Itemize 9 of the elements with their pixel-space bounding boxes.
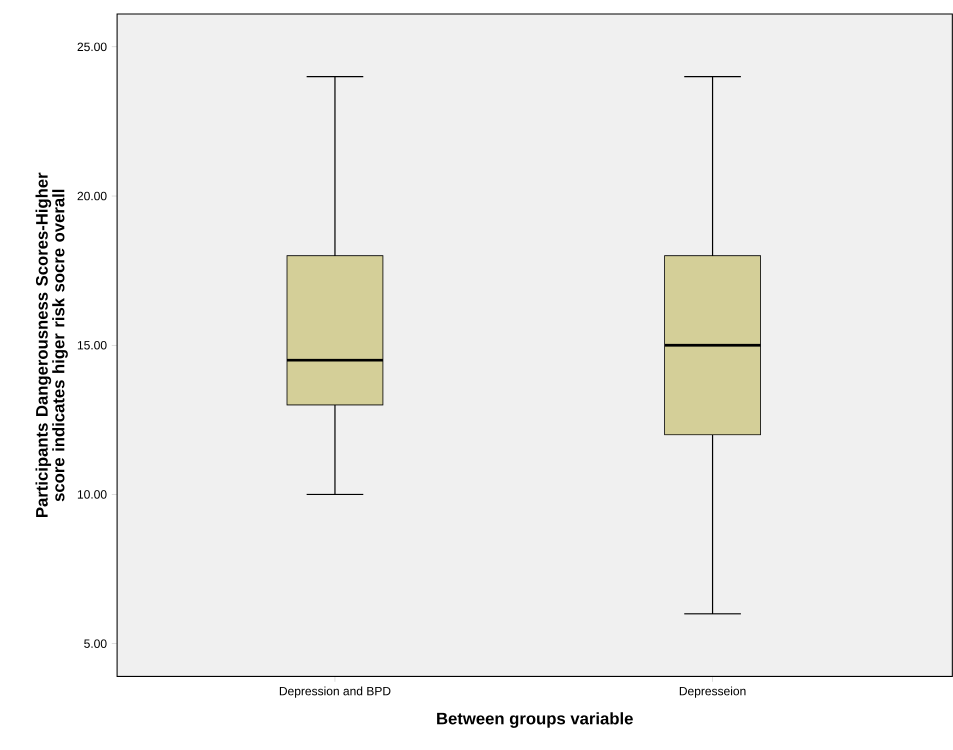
x-axis-title: Between groups variable	[437, 712, 633, 728]
y-tick-label: 10.00	[78, 490, 107, 499]
y-tick-label: 20.00	[78, 192, 107, 201]
x-tick-label: Depression and BPD	[280, 686, 390, 698]
y-tick-label: 5.00	[84, 640, 107, 648]
y-axis-title: Participants Dangerousness Scores-Higher score indicates higer risk socre overall	[36, 172, 68, 518]
y-tick-label: 25.00	[78, 42, 107, 52]
x-tick-label: Depresseion	[680, 686, 746, 698]
y-tick-label: 15.00	[78, 341, 107, 350]
